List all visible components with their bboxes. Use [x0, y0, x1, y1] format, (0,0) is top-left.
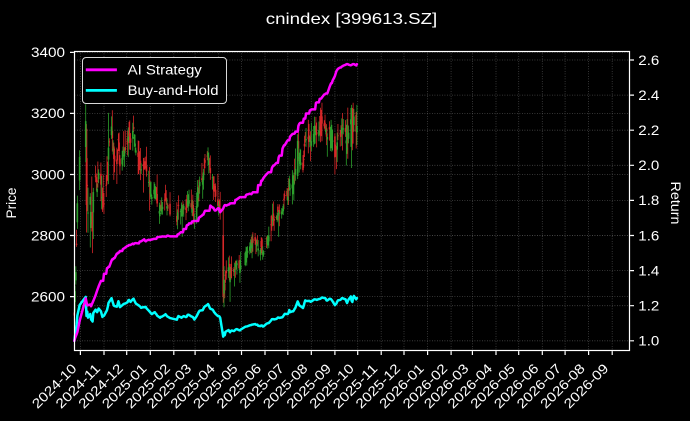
svg-text:1.2: 1.2	[638, 299, 659, 314]
svg-text:2.0: 2.0	[638, 158, 659, 173]
svg-text:AI Strategy: AI Strategy	[128, 63, 203, 78]
svg-text:3400: 3400	[31, 45, 65, 60]
svg-text:1.6: 1.6	[638, 228, 659, 243]
svg-text:2.4: 2.4	[638, 88, 660, 103]
svg-text:cnindex [399613.SZ]: cnindex [399613.SZ]	[266, 11, 438, 28]
svg-text:2800: 2800	[31, 228, 65, 243]
svg-text:2600: 2600	[31, 289, 65, 304]
svg-text:2.6: 2.6	[638, 53, 659, 68]
svg-text:Price: Price	[4, 188, 19, 219]
svg-text:1.8: 1.8	[638, 193, 659, 208]
svg-text:1.4: 1.4	[638, 263, 660, 278]
svg-text:1.0: 1.0	[638, 334, 659, 349]
svg-text:2.2: 2.2	[638, 123, 659, 138]
svg-text:3200: 3200	[31, 106, 65, 121]
svg-text:Return: Return	[668, 182, 683, 225]
svg-text:3000: 3000	[31, 167, 65, 182]
svg-text:Buy-and-Hold: Buy-and-Hold	[128, 83, 219, 98]
